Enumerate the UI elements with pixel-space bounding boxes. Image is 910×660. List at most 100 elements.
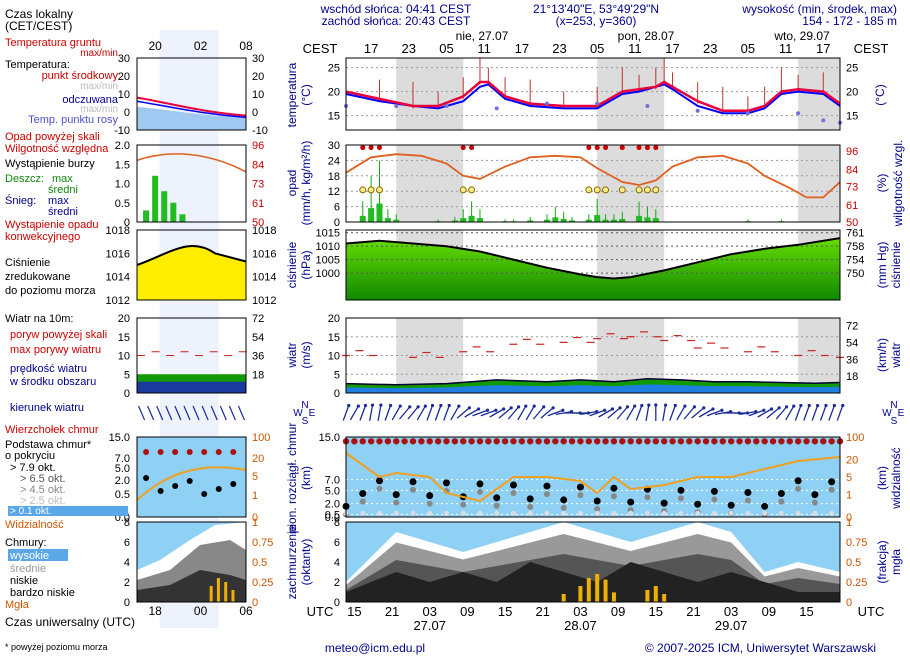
night-band-wind-2: [798, 318, 840, 393]
cloud-top-dot-58: [828, 438, 835, 445]
wind-arrow-head-6: [398, 404, 402, 408]
bottom-hour-6: 03: [573, 604, 587, 619]
legend-storm: Wystąpienie burzy: [5, 158, 95, 170]
cloud-base-low-dot-36: [644, 510, 650, 516]
legend-vis-tick-0: 0: [252, 512, 258, 524]
cloud-base-low-dot-56: [812, 510, 818, 516]
cloud-tick-2.0: 2.0: [325, 499, 340, 511]
dew-point-2: [444, 104, 449, 108]
legend-cloud-base-3: [186, 478, 193, 484]
wind-arrow-head-52: [784, 405, 789, 409]
cloud-top-dot-19: [501, 438, 509, 445]
legend-wind-arrow-0: [137, 405, 146, 421]
wind-arrow-head-53: [792, 404, 796, 408]
fog-bar-0: [561, 594, 566, 602]
wind-arrow-head-51: [777, 406, 781, 410]
legend-cloud-tick-0.5: 0.5: [115, 489, 130, 501]
cest-left: CEST: [303, 41, 338, 56]
storm-marker-8: [618, 186, 626, 194]
legend-max-min3: max/min: [80, 104, 118, 115]
wind-arrow-41: [683, 406, 695, 420]
rain-bar-13: [543, 219, 550, 222]
legend-rain-bar-4: [179, 214, 186, 222]
legend-gust-above: poryw powyżej skali: [10, 329, 107, 341]
wind-arrow-39: [669, 405, 676, 421]
rain-bar-12: [527, 220, 534, 222]
wind-arrow-head-56: [816, 403, 820, 408]
legend-gust-max: max porywy wiatru: [10, 344, 101, 356]
legend-wind-kmh-54: 54: [252, 332, 264, 344]
wind-arrow-57: [819, 405, 827, 421]
fog-tick-1: 1: [846, 517, 852, 529]
rain-bar-15: [560, 218, 567, 222]
compass-right-S: S: [891, 416, 898, 427]
cloud-top-dot-32: [610, 438, 618, 445]
footer-email: meteo@icm.edu.pl: [325, 641, 425, 655]
legend-wind-arrow-5: [183, 405, 191, 421]
cloud-top-dot-41: [686, 438, 693, 445]
legend-cloud-top: Wierzchołek chmur: [5, 424, 99, 436]
dew-point-9: [796, 111, 801, 116]
wind-arrow-head-40: [683, 404, 687, 408]
wind-arrow-5: [384, 405, 392, 421]
cloud-top-dot-27: [568, 438, 576, 445]
night-band-temp-0: [396, 58, 464, 130]
legend-temp-tick-30: 30: [118, 53, 130, 65]
cloud-base-dot-58: [828, 478, 836, 486]
cloud-base-dot-4: [375, 477, 383, 485]
vis-tick-1: 1: [846, 490, 852, 502]
top-hour-8: 17: [665, 41, 679, 56]
legend-wind-kmh-72: 72: [252, 313, 264, 325]
sunrise-text: wschód słońca: 04:41 CEST: [320, 2, 472, 16]
legend-mid: średnie: [10, 563, 46, 575]
cloud-axis-unit: (km): [299, 466, 313, 490]
wind-arrow-29: [580, 410, 597, 416]
legend-rain-max: max: [52, 173, 73, 185]
legend-cloud-tick-2.0: 2.0: [115, 475, 130, 487]
wind-arrow-head-49: [762, 408, 766, 412]
legend-temp-tick-r-20: 20: [252, 71, 264, 83]
legend-mid-point: punkt środkowy: [42, 70, 119, 82]
wind-arrow-head-10: [430, 403, 435, 408]
cloud-base-mid-dot-8: [409, 486, 416, 493]
cloud-top-dot-51: [769, 438, 777, 445]
legend-vis-tick-5: 5: [252, 471, 258, 483]
legend-cloud-base: Podstawa chmur*: [5, 439, 92, 451]
legend-rain-tick-0: 0: [124, 217, 130, 229]
press-axis-unit: (hPa): [299, 250, 313, 279]
rain-above-marker-0: [360, 145, 366, 151]
vis-tick-5: 5: [846, 472, 852, 484]
legend-rain-bar-2: [161, 191, 168, 222]
cloud-top-dot-34: [627, 438, 634, 445]
cloud-top-dot-30: [593, 438, 601, 445]
cloud-top-dot-48: [744, 438, 752, 445]
cloud-top-dot-33: [619, 438, 626, 445]
wind-arrow-4: [377, 405, 382, 421]
fog-tick-0: 0: [846, 597, 852, 609]
rain-above-marker-6: [594, 145, 600, 151]
wind-arrow-head-34: [633, 404, 637, 408]
wind-arrow-8: [407, 406, 419, 420]
cloud-top-dot-1: [351, 438, 358, 445]
wind-arrow-55: [803, 405, 810, 421]
wind-kmh-tick-36: 36: [846, 354, 858, 366]
rain-bar-6: [451, 220, 458, 222]
wind-arrow-59: [836, 405, 844, 421]
legend-fog-bar-0: [209, 586, 213, 602]
rain-tick-18: 18: [328, 171, 340, 183]
legend-temp-fill: [137, 106, 246, 130]
legend-cloud-base-4: [201, 491, 208, 497]
cloud-base-low-dot-4: [376, 510, 382, 516]
wind-arrow-head-21: [524, 404, 528, 408]
top-hour-5: 23: [552, 41, 566, 56]
cloud-tick-0.0: 0.0: [325, 512, 340, 524]
wind-arrow-35: [635, 405, 643, 421]
legend-cloud-top-3: [186, 449, 193, 455]
night-band-temp-1: [597, 58, 665, 130]
bottom-date-2: 29.07: [715, 618, 748, 633]
fog-bar-3: [595, 574, 600, 602]
wind-arrow-22: [525, 405, 535, 421]
compass-left-N: N: [301, 400, 308, 411]
cloud-top-dot-20: [510, 438, 517, 445]
